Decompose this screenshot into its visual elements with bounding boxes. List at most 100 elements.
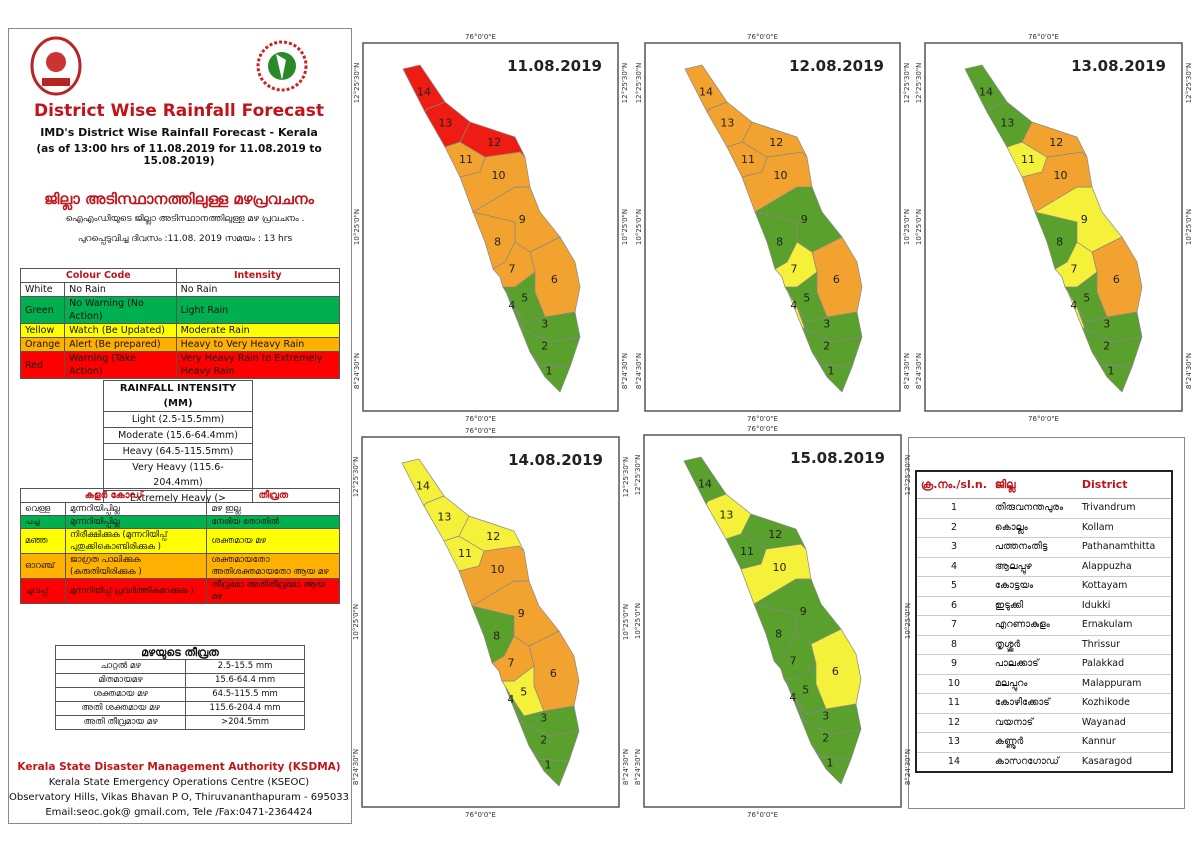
cell: 2 xyxy=(916,518,991,538)
map-date: 13.08.2019 xyxy=(1071,57,1166,75)
header-cell: തീവ്രത xyxy=(206,488,340,503)
district-number: 8 xyxy=(493,630,500,643)
district-number: 10 xyxy=(491,563,505,576)
cell: Light (2.5-15.5mm) xyxy=(103,411,253,428)
district xyxy=(964,64,1008,113)
district-row: 12 വയനാട് Wayanad xyxy=(916,713,1172,733)
latitude-label: 8°24'30"N xyxy=(353,353,361,389)
header-row: കളർ കോഡ് തീവ്രത xyxy=(19,488,340,503)
cell: Alappuzha xyxy=(1077,557,1172,577)
district-number: 1 xyxy=(546,365,553,378)
longitude-label: 76°0'0"E xyxy=(1028,415,1059,423)
map-date: 12.08.2019 xyxy=(789,57,884,75)
district-number: 7 xyxy=(791,263,798,276)
cell: ആലപ്പുഴ xyxy=(990,557,1078,577)
longitude-label: 76°0'0"E xyxy=(747,415,778,423)
district-number: 12 xyxy=(487,136,501,149)
title: District Wise Rainfall Forecast xyxy=(34,101,324,121)
map-date: 15.08.2019 xyxy=(790,449,885,467)
cell: ഇടുക്കി xyxy=(990,596,1078,616)
district-panel xyxy=(908,437,1185,809)
cell: നേരിയ തോതിൽ xyxy=(206,515,340,529)
header-row: മഴയുടെ തീവ്രത xyxy=(55,645,305,660)
header-row: Colour Code Intensity xyxy=(20,268,341,283)
longitude-label: 76°0'0"E xyxy=(465,427,496,435)
district-number: 9 xyxy=(519,213,526,226)
district-number: 8 xyxy=(775,628,782,641)
district xyxy=(740,513,807,550)
intensity-row: അതി ശക്തമായ മഴ 115.6-204.4 mm xyxy=(54,701,305,716)
header-cell: RAINFALL INTENSITY (MM) xyxy=(103,380,253,412)
district-row: 11 കോഴിക്കോട് Kozhikode xyxy=(916,693,1172,714)
cell: Very Heavy Rain to Extremely Heavy Rain xyxy=(175,351,341,379)
cell: Moderate (15.6-64.4mm) xyxy=(103,427,253,444)
colour-row: വെള്ള മുന്നറിയിപ്പില്ല മഴ ഇല്ല xyxy=(20,502,340,516)
district-number: 3 xyxy=(1103,318,1110,331)
cell: Green xyxy=(19,296,66,324)
district-number: 13 xyxy=(720,116,734,129)
forecast-map: 123456789101112131412.08.201976°0'0"E76°… xyxy=(635,33,911,423)
issued-ml: പുറപ്പെടുവിച്ച ദിവസം :11.08. 2019 സമയം :… xyxy=(77,234,293,244)
longitude-label: 76°0'0"E xyxy=(465,415,496,423)
cell: No Rain xyxy=(64,282,177,297)
cell: No Rain xyxy=(175,282,341,297)
district-number: 13 xyxy=(437,510,451,523)
cell: 3 xyxy=(916,537,991,558)
district-number: 11 xyxy=(1021,153,1035,166)
latitude-label: 8°24'30"N xyxy=(915,353,923,389)
latitude-label: 12°25'30"N xyxy=(915,63,923,104)
district-number: 3 xyxy=(541,318,548,331)
district-number: 14 xyxy=(699,85,713,98)
cell: Malappuram xyxy=(1077,674,1172,694)
cell: പച്ച xyxy=(20,515,66,529)
district-number: 7 xyxy=(508,657,515,670)
latitude-label: 12°25'30"N xyxy=(353,63,361,104)
cell: Moderate Rain xyxy=(175,323,341,338)
colour-code-table: Colour Code Intensity White No Rain No Rain G… xyxy=(19,268,341,379)
cell: പത്തനംതിട്ട xyxy=(990,537,1078,558)
district-number: 9 xyxy=(518,607,525,620)
district-number: 9 xyxy=(1081,213,1088,226)
district-number: 13 xyxy=(719,508,733,521)
cell: വെള്ള xyxy=(20,502,66,516)
cell: 5 xyxy=(916,576,991,597)
cell: ശക്തമായ മഴ xyxy=(54,687,187,702)
cell: ശക്തമായതോ അതിശക്തമായതോ ആയ മഴ xyxy=(206,553,340,579)
intensity-row: Moderate (15.6-64.4mm) xyxy=(103,427,253,444)
district-number: 1 xyxy=(545,759,552,772)
cell: Light Rain xyxy=(175,296,341,324)
cell: 4 xyxy=(916,557,991,577)
cell: വയനാട് xyxy=(990,713,1078,733)
intensity-row: അതി തീവ്രമായ മഴ >204.5mm xyxy=(54,715,305,730)
intensity-row: ശക്തമായ മഴ 64.5-115.5 mm xyxy=(54,687,305,702)
header-cell: ക്ര.നം./sl.n. xyxy=(916,471,991,499)
cell: Pathanamthitta xyxy=(1077,537,1172,558)
district-number: 14 xyxy=(698,477,712,490)
latitude-label: 10°25'0"N xyxy=(635,209,643,245)
district-number: 1 xyxy=(1108,365,1115,378)
footer-line: Observatory Hills, Vikas Bhavan P O, Thi… xyxy=(9,792,349,803)
colour-row: White No Rain No Rain xyxy=(19,282,341,297)
district xyxy=(529,236,581,318)
district xyxy=(458,515,525,552)
district xyxy=(811,236,863,318)
district-number: 6 xyxy=(1113,273,1120,286)
latitude-label: 12°25'30"N xyxy=(1185,63,1193,104)
district-number: 10 xyxy=(1054,169,1068,182)
district-number: 2 xyxy=(1103,340,1110,353)
district-number: 7 xyxy=(790,655,797,668)
subtitle: IMD's District Wise Rainfall Forecast - … xyxy=(40,126,318,139)
cell: 15.6-64.4 mm xyxy=(185,673,305,688)
district-number: 14 xyxy=(417,85,431,98)
latitude-label: 8°24'30"N xyxy=(635,353,643,389)
district xyxy=(810,628,862,710)
latitude-label: 10°25'0"N xyxy=(352,604,360,640)
cell: 13 xyxy=(916,732,991,753)
district-number: 2 xyxy=(541,340,548,353)
district-number: 12 xyxy=(486,530,500,543)
district-number: 5 xyxy=(803,292,810,305)
district-number: 13 xyxy=(438,116,452,129)
